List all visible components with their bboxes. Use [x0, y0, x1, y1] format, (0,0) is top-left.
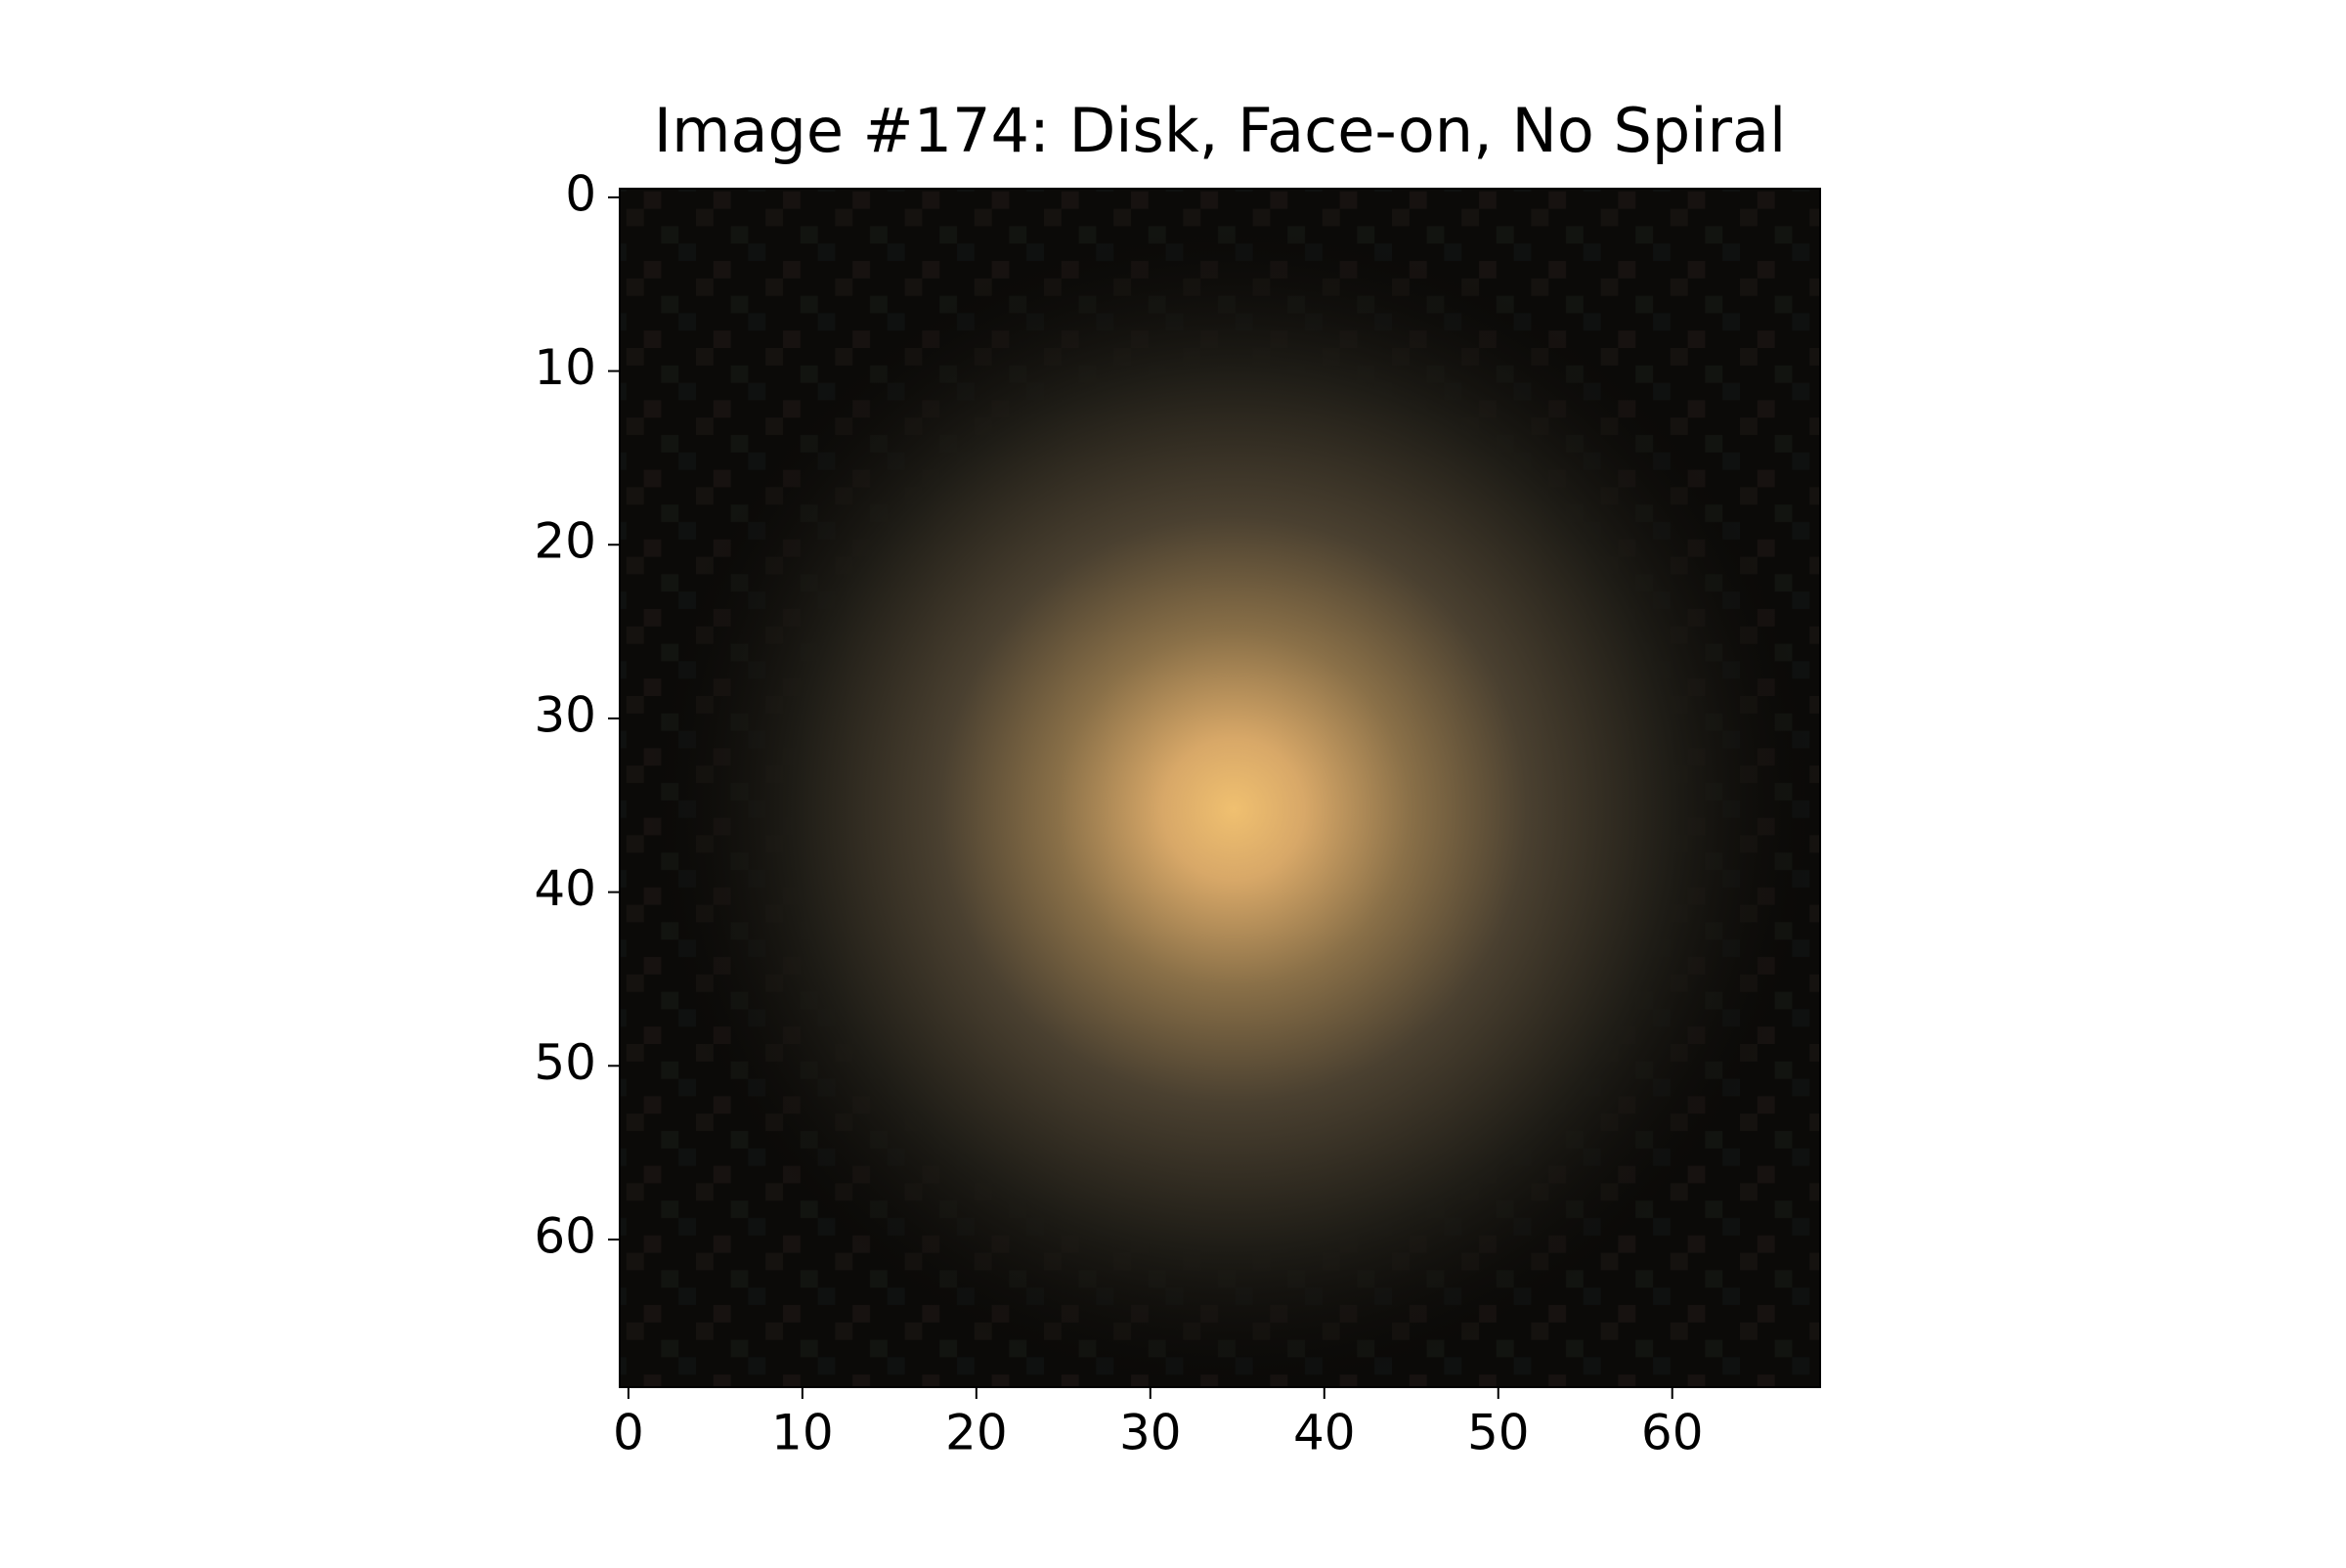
y-tick-label: 30 — [534, 686, 596, 743]
x-tick-label: 50 — [1467, 1405, 1530, 1461]
x-tick-label: 40 — [1293, 1405, 1356, 1461]
x-tick-label: 60 — [1641, 1405, 1704, 1461]
x-tick-label: 30 — [1119, 1405, 1182, 1461]
y-tick-label: 20 — [534, 513, 596, 570]
x-tick-label: 0 — [613, 1405, 644, 1461]
axes-frame — [619, 188, 1821, 1388]
image — [620, 189, 1820, 1387]
y-tick-label: 60 — [534, 1207, 596, 1264]
chart-title: Image #174: Disk, Face-on, No Spiral — [654, 95, 1786, 166]
y-tick-label: 0 — [565, 165, 596, 222]
x-tick-label: 10 — [771, 1405, 834, 1461]
x-tick-label: 20 — [945, 1405, 1008, 1461]
y-tick-label: 50 — [534, 1034, 596, 1091]
galaxy — [647, 223, 1820, 1387]
y-tick-label: 10 — [534, 339, 596, 396]
y-tick-label: 40 — [534, 860, 596, 917]
